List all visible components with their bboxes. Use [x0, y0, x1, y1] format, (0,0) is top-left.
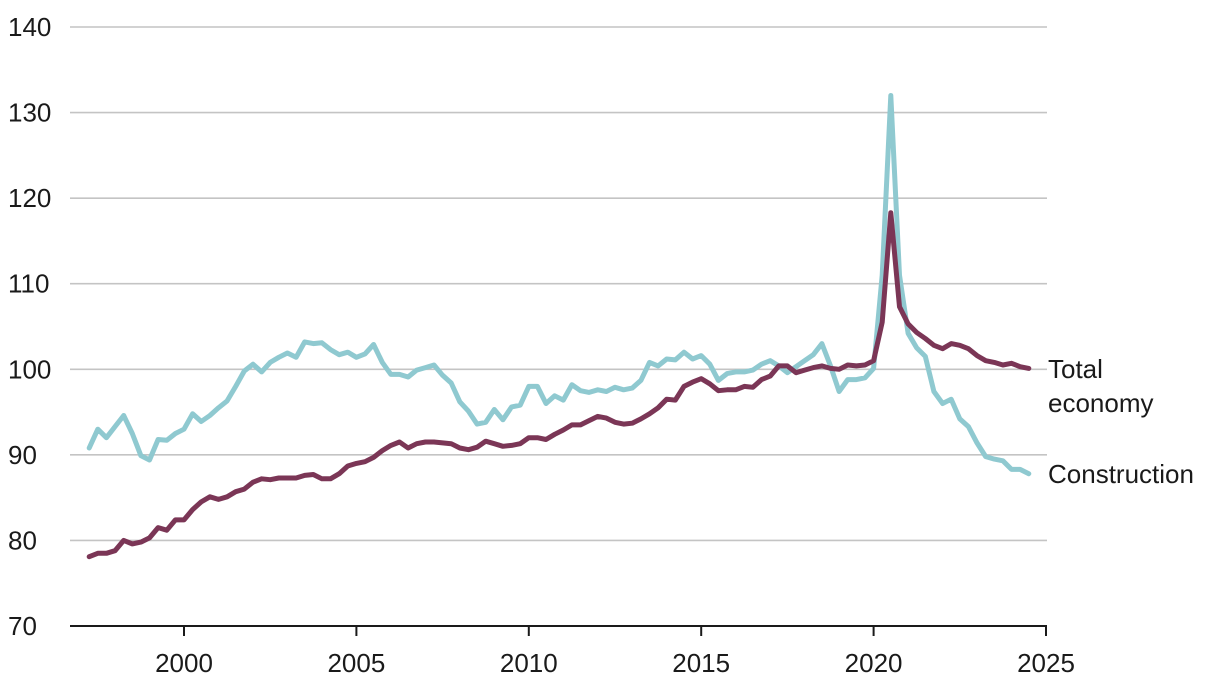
x-tick-label: 2025 [1017, 648, 1075, 678]
x-tick-label: 2015 [672, 648, 730, 678]
y-tick-label: 130 [8, 98, 51, 128]
series-line-total-economy [86, 210, 1032, 560]
x-tick-label: 2010 [500, 648, 558, 678]
x-axis: 2000 2005 2010 2015 2020 2025 [70, 625, 1075, 678]
x-tick-label: 2020 [845, 648, 903, 678]
series-label-total-economy: Total economy [1048, 354, 1154, 418]
gridlines [70, 26, 1047, 542]
series-label-line: Total [1048, 354, 1103, 384]
y-tick-label: 110 [8, 269, 49, 299]
y-axis-tick-labels: 70 80 90 100 110 120 130 140 [8, 12, 51, 641]
series-line-construction [86, 93, 1032, 477]
y-tick-label: 120 [8, 183, 51, 213]
series-label-construction: Construction [1048, 459, 1194, 489]
x-tick-label: 2000 [155, 648, 213, 678]
x-tick-label: 2005 [327, 648, 385, 678]
series-lines [86, 93, 1032, 560]
series-label-line: economy [1048, 388, 1154, 418]
y-tick-label: 80 [8, 525, 37, 555]
series-labels: Total economy Construction [1048, 354, 1194, 489]
y-tick-label: 140 [8, 12, 51, 42]
y-tick-label: 100 [8, 354, 51, 384]
series-label-line: Construction [1048, 459, 1194, 489]
y-tick-label: 70 [8, 611, 37, 641]
y-tick-label: 90 [8, 440, 37, 470]
